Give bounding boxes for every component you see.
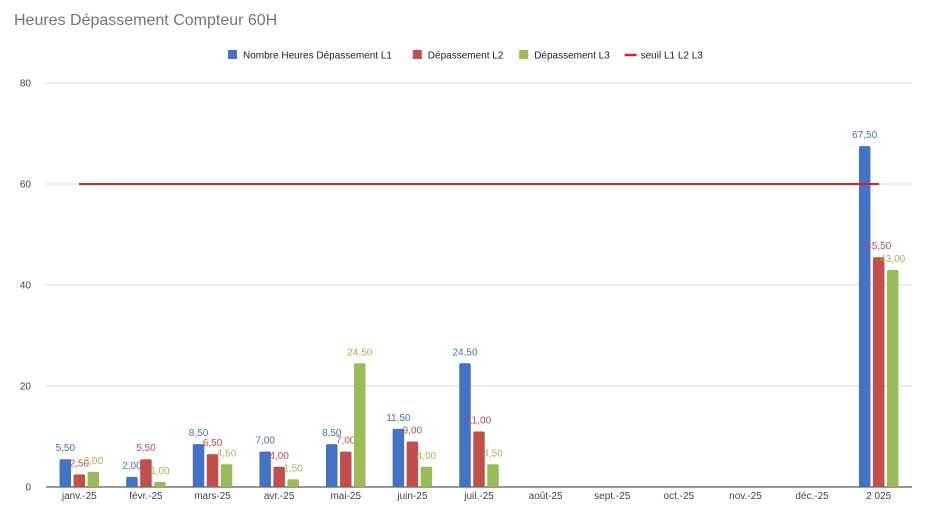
bar (487, 464, 499, 487)
data-label: 7,00 (255, 436, 275, 447)
data-label: 11,50 (386, 413, 411, 424)
data-label: 67,50 (852, 130, 877, 141)
x-tick-label: août-25 (529, 491, 563, 502)
legend-swatch (412, 50, 422, 59)
legend-swatch (228, 50, 237, 59)
y-tick-label: 20 (20, 382, 32, 393)
data-label: 1,00 (150, 466, 170, 477)
y-tick-label: 80 (20, 79, 32, 90)
bar (126, 476, 138, 487)
bar (340, 451, 352, 487)
x-tick-label: juin-25 (396, 491, 427, 502)
bar (206, 454, 219, 487)
bar (392, 428, 405, 487)
bar (73, 474, 86, 487)
data-label: 4,50 (217, 448, 237, 459)
legend-label: Nombre Heures Dépassement L1 (243, 51, 392, 62)
y-tick-label: 40 (20, 281, 32, 292)
bar (192, 444, 205, 487)
data-label: 5,50 (136, 443, 156, 454)
x-tick-label: oct.-25 (664, 491, 695, 502)
bar (273, 466, 285, 487)
data-label: 4,00 (269, 451, 289, 462)
bar (858, 146, 871, 487)
data-label: 24,50 (347, 347, 372, 358)
data-label: 11,00 (467, 415, 492, 426)
bar (326, 444, 338, 487)
legend-label: seuil L1 L2 L3 (641, 51, 704, 62)
bar (259, 451, 271, 487)
x-tick-label: mai-25 (330, 491, 361, 502)
data-label: 8,50 (322, 428, 342, 439)
x-tick-label: mars-25 (194, 491, 231, 502)
x-tick-label: 2 025 (866, 491, 891, 502)
data-label: 5,50 (56, 443, 76, 454)
x-tick-label: avr.-25 (264, 491, 295, 502)
legend-label: Dépassement L3 (534, 51, 610, 62)
data-label: 8,50 (189, 428, 209, 439)
x-tick-label: janv.-25 (61, 491, 97, 502)
y-tick-label: 0 (25, 483, 31, 494)
bar (872, 257, 885, 487)
bar (220, 464, 233, 487)
bar (406, 441, 419, 487)
y-tick-label: 60 (20, 180, 32, 191)
bar (287, 479, 299, 487)
data-label: 6,50 (203, 438, 223, 449)
data-label: 9,00 (403, 426, 423, 437)
data-label: 24,50 (452, 347, 477, 358)
bar (473, 431, 485, 487)
data-label: 43,00 (880, 254, 905, 265)
data-label: 2,00 (122, 461, 142, 472)
bar (354, 363, 366, 487)
bar (154, 481, 166, 487)
bar (140, 459, 152, 487)
bar (886, 269, 899, 487)
x-tick-label: févr.-25 (129, 491, 163, 502)
data-label: 2,50 (70, 458, 90, 469)
data-label: 1,50 (283, 463, 303, 474)
bar (59, 459, 72, 487)
bar (87, 471, 100, 487)
bar (459, 363, 471, 487)
legend-swatch (519, 50, 529, 59)
x-tick-label: sept.-25 (594, 491, 631, 502)
data-label: 3,00 (84, 456, 104, 467)
bar (420, 466, 433, 487)
data-label: 4,50 (483, 448, 503, 459)
x-tick-label: nov.-25 (729, 491, 762, 502)
data-label: 7,00 (336, 436, 356, 447)
legend-label: Dépassement L2 (428, 51, 504, 62)
data-label: 45,50 (866, 241, 891, 252)
chart-title: Heures Dépassement Compteur 60H (14, 12, 278, 29)
data-label: 4,00 (417, 451, 437, 462)
x-tick-label: juil.-25 (463, 491, 494, 502)
x-tick-label: déc.-25 (795, 491, 829, 502)
